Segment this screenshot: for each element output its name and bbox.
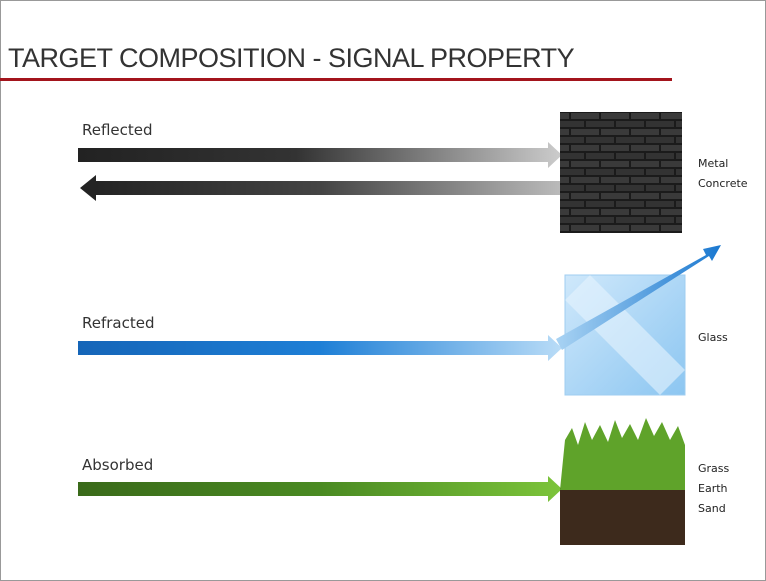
slide-title: TARGET COMPOSITION - SIGNAL PROPERTY bbox=[8, 43, 575, 73]
material: Earth bbox=[698, 482, 728, 495]
material: Glass bbox=[698, 331, 728, 344]
row-label: Absorbed bbox=[82, 456, 153, 474]
row-label: Reflected bbox=[82, 121, 153, 139]
slide: TARGET COMPOSITION - SIGNAL PROPERTY Ref… bbox=[0, 0, 766, 581]
title-rule bbox=[0, 78, 672, 81]
brick-image bbox=[560, 112, 682, 233]
material: Metal bbox=[698, 157, 728, 170]
material: Sand bbox=[698, 502, 726, 515]
material: Grass bbox=[698, 462, 730, 475]
soil-image bbox=[560, 488, 685, 545]
row-label: Refracted bbox=[82, 314, 155, 332]
material: Concrete bbox=[698, 177, 748, 190]
